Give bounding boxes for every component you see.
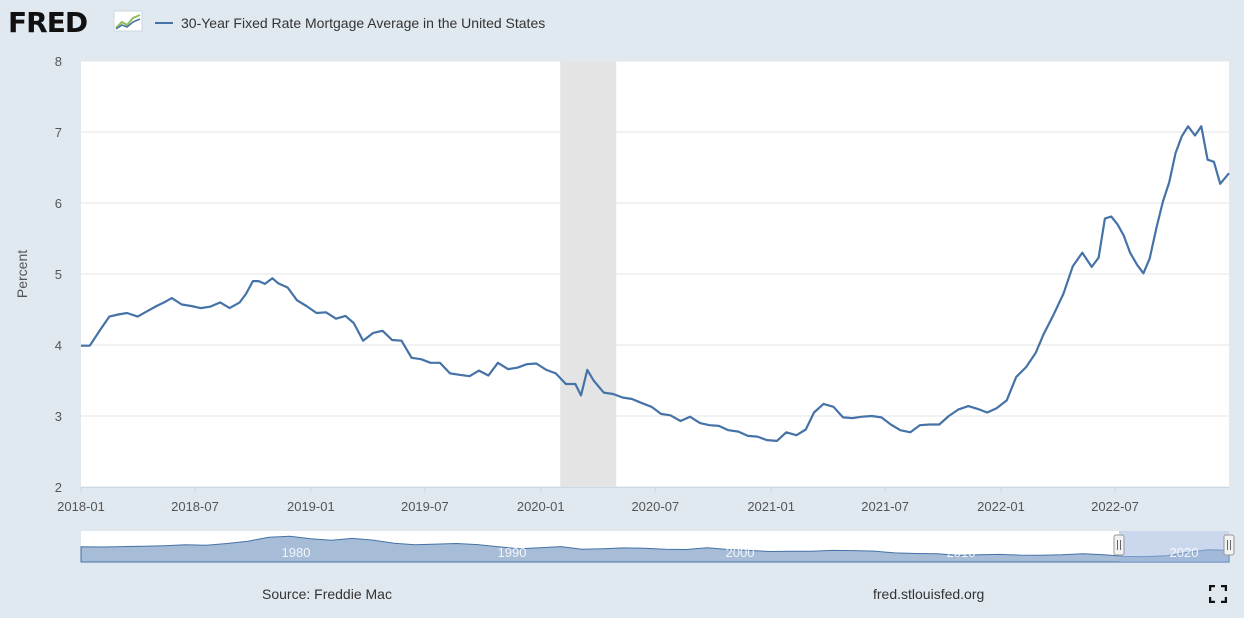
source-credit: Source: Freddie Mac [262, 586, 392, 602]
handle-body [1113, 534, 1125, 556]
fullscreen-icon[interactable] [1209, 585, 1227, 603]
line-graph-icon [113, 10, 143, 32]
chart-header: FRED 30-Year Fixed Rate Mortgage Average… [0, 0, 1244, 48]
legend-swatch [155, 22, 173, 24]
x-tick-label: 2018-07 [171, 499, 219, 514]
y-axis-title: Percent [14, 250, 30, 298]
legend-item[interactable]: 30-Year Fixed Rate Mortgage Average in t… [155, 12, 545, 34]
y-tick-label: 2 [55, 480, 62, 495]
chart: 2 3 4 5 6 7 8 Percent 2018-01 2018-07 2019-01 2019-… [14, 54, 1235, 563]
x-tick-label: 2020-07 [631, 499, 679, 514]
navigator-area [80, 535, 1230, 563]
navigator-tick-label: 1990 [498, 545, 527, 560]
y-tick-label: 3 [55, 409, 62, 424]
x-tick-label: 2019-07 [401, 499, 449, 514]
y-tick-label: 6 [55, 196, 62, 211]
navigator-tick-label: 2010 [947, 545, 976, 560]
y-tick-label: 4 [55, 338, 62, 353]
x-tick-label: 2022-01 [977, 499, 1025, 514]
x-tick-label: 2022-07 [1091, 499, 1139, 514]
x-tick-label: 2019-01 [287, 499, 335, 514]
navigator-tick-label: 2000 [726, 545, 755, 560]
legend-label: 30-Year Fixed Rate Mortgage Average in t… [181, 15, 546, 31]
y-tick-label: 7 [55, 125, 62, 140]
navigator-tick-label: 1980 [282, 545, 311, 560]
series-line [81, 125, 1230, 442]
x-tick-label: 2018-01 [57, 499, 105, 514]
fred-link[interactable]: fred.stlouisfed.org [873, 586, 985, 602]
navigator-handle-left[interactable] [1113, 534, 1125, 556]
x-tick-label: 2020-01 [517, 499, 565, 514]
navigator-tick-label: 2020 [1170, 545, 1199, 560]
navigator: 1980 1990 2000 2010 2020 [80, 531, 1235, 563]
navigator-handle-right[interactable] [1223, 534, 1235, 556]
x-tick-label: 2021-01 [747, 499, 795, 514]
navigator-selection [1119, 531, 1229, 562]
handle-body [1223, 534, 1235, 556]
x-tick-label: 2021-07 [861, 499, 909, 514]
y-tick-label: 5 [55, 267, 62, 282]
fred-logo[interactable]: FRED [8, 6, 88, 39]
y-tick-label: 8 [55, 54, 62, 69]
